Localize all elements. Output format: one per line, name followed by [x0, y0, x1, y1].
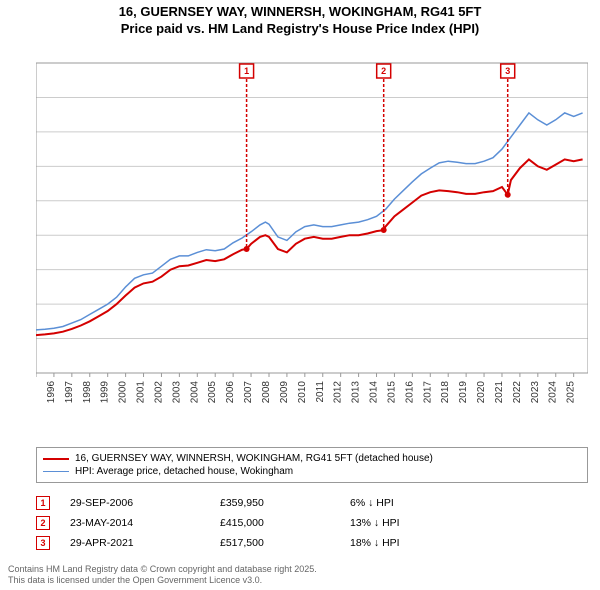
x-tick-label: 2008	[261, 381, 272, 404]
x-tick-label: 2003	[171, 381, 182, 404]
transaction-marker: 3	[36, 536, 50, 550]
transaction-date: 23-MAY-2014	[70, 517, 220, 529]
legend-swatch-hpi	[43, 471, 69, 472]
legend-row-main: 16, GUERNSEY WAY, WINNERSH, WOKINGHAM, R…	[43, 452, 581, 465]
marker-number: 2	[381, 66, 386, 76]
transaction-diff: 13% ↓ HPI	[350, 517, 450, 529]
transaction-marker: 2	[36, 516, 50, 530]
chart-svg: £0£100K£200K£300K£400K£500K£600K£700K£80…	[36, 45, 588, 410]
x-tick-label: 2019	[458, 381, 469, 404]
marker-number: 1	[244, 66, 249, 76]
x-tick-label: 2021	[494, 381, 505, 404]
attribution-footer: Contains HM Land Registry data © Crown c…	[8, 564, 317, 587]
marker-number: 3	[505, 66, 510, 76]
marker-dot	[244, 246, 250, 252]
x-tick-label: 1998	[82, 381, 93, 404]
x-tick-label: 2015	[386, 381, 397, 404]
x-tick-label: 1999	[100, 381, 111, 404]
title-line-2: Price paid vs. HM Land Registry's House …	[0, 21, 600, 38]
x-tick-label: 2012	[333, 381, 344, 404]
footer-line-2: This data is licensed under the Open Gov…	[8, 575, 317, 586]
transaction-date: 29-APR-2021	[70, 537, 220, 549]
legend-row-hpi: HPI: Average price, detached house, Woki…	[43, 465, 581, 478]
marker-dot	[381, 227, 387, 233]
x-tick-label: 2018	[440, 381, 451, 404]
x-tick-label: 2024	[548, 381, 559, 404]
marker-dot	[505, 192, 511, 198]
transactions-list: 1 29-SEP-2006£359,9506% ↓ HPI 2 23-MAY-2014…	[36, 493, 588, 553]
series-main-line	[36, 159, 583, 335]
x-tick-label: 2022	[512, 381, 523, 404]
transaction-price: £517,500	[220, 537, 350, 549]
title-line-1: 16, GUERNSEY WAY, WINNERSH, WOKINGHAM, R…	[0, 4, 600, 21]
transaction-row: 3 29-APR-2021£517,50018% ↓ HPI	[36, 533, 588, 553]
x-tick-label: 2020	[476, 381, 487, 404]
transaction-row: 2 23-MAY-2014£415,00013% ↓ HPI	[36, 513, 588, 533]
x-tick-label: 2002	[153, 381, 164, 404]
x-tick-label: 2006	[225, 381, 236, 404]
x-tick-label: 2010	[297, 381, 308, 404]
chart-area: £0£100K£200K£300K£400K£500K£600K£700K£80…	[36, 45, 588, 410]
legend-label-hpi: HPI: Average price, detached house, Woki…	[75, 466, 293, 477]
x-tick-label: 2023	[530, 381, 541, 404]
transaction-row: 1 29-SEP-2006£359,9506% ↓ HPI	[36, 493, 588, 513]
legend: 16, GUERNSEY WAY, WINNERSH, WOKINGHAM, R…	[36, 447, 588, 483]
legend-label-main: 16, GUERNSEY WAY, WINNERSH, WOKINGHAM, R…	[75, 453, 433, 464]
x-tick-label: 2007	[243, 381, 254, 404]
x-tick-label: 1997	[64, 381, 75, 404]
x-tick-label: 2009	[279, 381, 290, 404]
transaction-diff: 6% ↓ HPI	[350, 497, 450, 509]
transaction-price: £415,000	[220, 517, 350, 529]
x-tick-label: 2016	[404, 381, 415, 404]
transaction-price: £359,950	[220, 497, 350, 509]
legend-swatch-main	[43, 458, 69, 460]
chart-container: 16, GUERNSEY WAY, WINNERSH, WOKINGHAM, R…	[0, 0, 600, 590]
x-tick-label: 2001	[136, 381, 147, 404]
x-tick-label: 2000	[118, 381, 129, 404]
series-hpi-line	[36, 113, 583, 330]
x-tick-label: 1995	[36, 381, 39, 404]
x-tick-label: 2014	[369, 381, 380, 404]
chart-title: 16, GUERNSEY WAY, WINNERSH, WOKINGHAM, R…	[0, 0, 600, 38]
x-tick-label: 2025	[566, 381, 577, 404]
footer-line-1: Contains HM Land Registry data © Crown c…	[8, 564, 317, 575]
x-tick-label: 2011	[315, 381, 326, 403]
x-tick-label: 2013	[351, 381, 362, 404]
x-tick-label: 2004	[189, 381, 200, 404]
transaction-marker: 1	[36, 496, 50, 510]
transaction-diff: 18% ↓ HPI	[350, 537, 450, 549]
transaction-date: 29-SEP-2006	[70, 497, 220, 509]
x-tick-label: 2005	[207, 381, 218, 404]
x-tick-label: 1996	[46, 381, 57, 404]
plot-border	[36, 63, 588, 373]
x-tick-label: 2017	[422, 381, 433, 404]
